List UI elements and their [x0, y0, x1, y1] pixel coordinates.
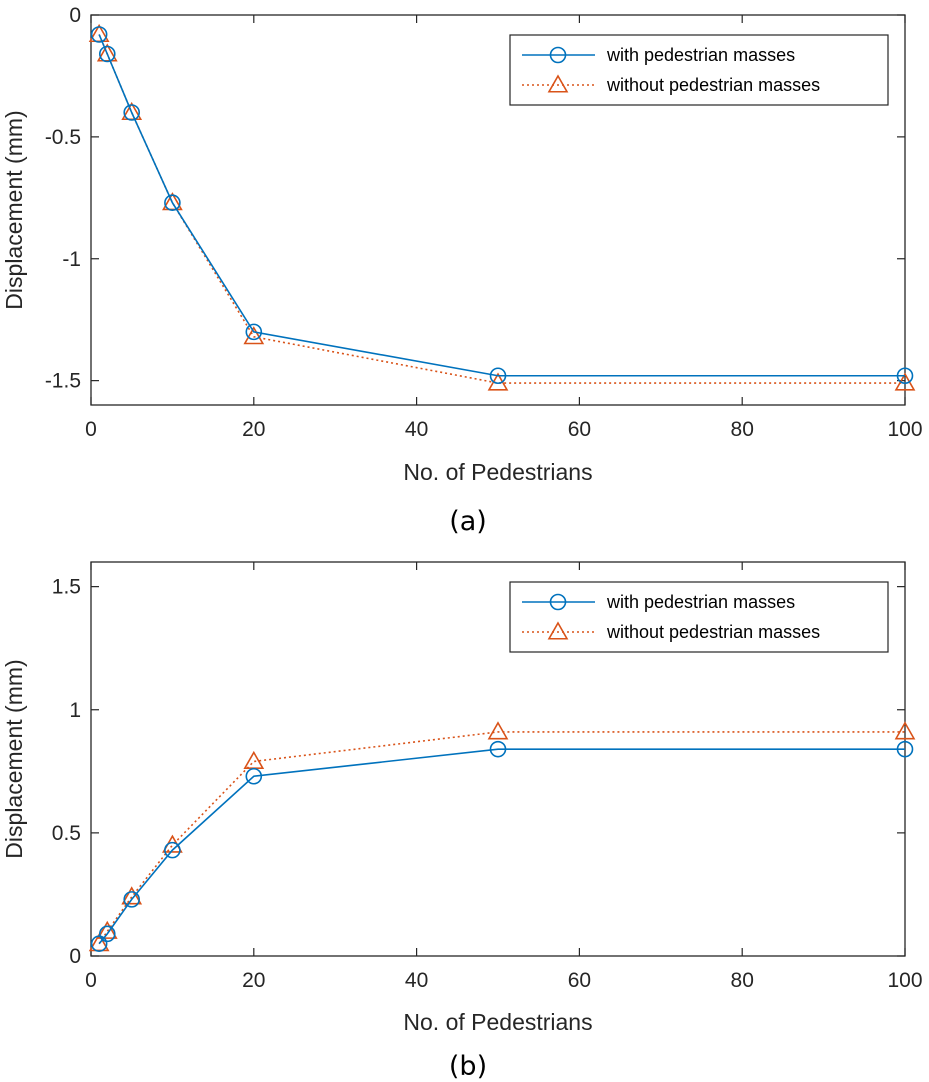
legend: with pedestrian masses without pedestrian…	[509, 581, 889, 653]
legend-label: with pedestrian masses	[606, 592, 795, 612]
legend: with pedestrian masses without pedestrian…	[509, 34, 889, 106]
y-axis-title: Displacement (mm)	[1, 659, 27, 858]
x-tick-label: 20	[242, 969, 265, 992]
y-tick-label: -0.5	[45, 126, 81, 149]
chart-panel-b: 0 20 40 60 80 100 0 0.5 1 1.5 No. of Pedestrians Di…	[1, 561, 923, 1082]
x-tick-label: 20	[242, 418, 265, 441]
series-line	[98, 731, 905, 945]
x-tick-label: 80	[731, 969, 754, 992]
data-point	[98, 925, 116, 943]
x-tick-label: 40	[405, 418, 428, 441]
y-tick-label: 0	[69, 4, 81, 27]
x-tick-label: 40	[405, 969, 428, 992]
data-point	[121, 886, 143, 905]
legend-label: without pedestrian masses	[606, 622, 820, 642]
x-tick-label: 60	[568, 418, 591, 441]
y-tick-label: -1.5	[45, 370, 81, 393]
series-with-masses	[90, 740, 914, 952]
legend-marker	[547, 74, 569, 93]
x-tick-label: 100	[887, 418, 922, 441]
data-point	[245, 323, 263, 341]
series-without-masses	[88, 721, 916, 952]
x-tick-label: 60	[568, 969, 591, 992]
y-tick-label: 1.5	[52, 576, 81, 599]
data-point	[164, 194, 181, 211]
legend-marker	[549, 46, 567, 64]
data-point	[98, 45, 116, 63]
series-line	[98, 748, 905, 945]
x-tick-label: 0	[85, 418, 97, 441]
legend-label: without pedestrian masses	[606, 75, 820, 95]
data-point	[896, 367, 914, 385]
data-point	[487, 721, 509, 740]
axes-box	[90, 14, 906, 406]
data-point	[489, 367, 507, 385]
data-point	[96, 920, 118, 939]
y-tick-label: 1	[69, 699, 81, 722]
y-tick-label: 0.5	[52, 822, 81, 845]
data-point	[90, 935, 108, 952]
x-tick-label: 80	[731, 418, 754, 441]
legend-marker	[549, 593, 567, 611]
x-axis-title: No. of Pedestrians	[403, 459, 592, 485]
data-point	[894, 721, 916, 740]
x-tick-label: 100	[887, 969, 922, 992]
data-point	[489, 740, 507, 758]
data-point	[243, 326, 265, 345]
legend-box	[509, 581, 889, 653]
data-point	[245, 767, 263, 785]
y-tick-label: -1	[62, 248, 81, 271]
legend-marker	[547, 621, 569, 640]
data-point	[164, 841, 181, 859]
x-axis-title: No. of Pedestrians	[403, 1009, 592, 1035]
axes-box	[90, 561, 906, 957]
y-tick-label: 0	[69, 945, 81, 968]
chart-panel-a: 0 20 40 60 80 100 0 -0.5 -1 -1.5 No. of Pedestrian…	[1, 4, 923, 537]
x-tick-label: 0	[85, 969, 97, 992]
data-point	[896, 740, 914, 758]
series-line	[98, 34, 905, 377]
data-point	[123, 891, 140, 908]
legend-label: with pedestrian masses	[606, 45, 795, 65]
panel-label: (b)	[449, 1051, 487, 1082]
panel-label: (a)	[449, 506, 487, 537]
data-point	[90, 26, 108, 43]
y-axis-title: Displacement (mm)	[1, 110, 27, 309]
series-with-masses	[90, 26, 914, 385]
data-point	[123, 104, 140, 121]
legend-box	[509, 34, 889, 106]
